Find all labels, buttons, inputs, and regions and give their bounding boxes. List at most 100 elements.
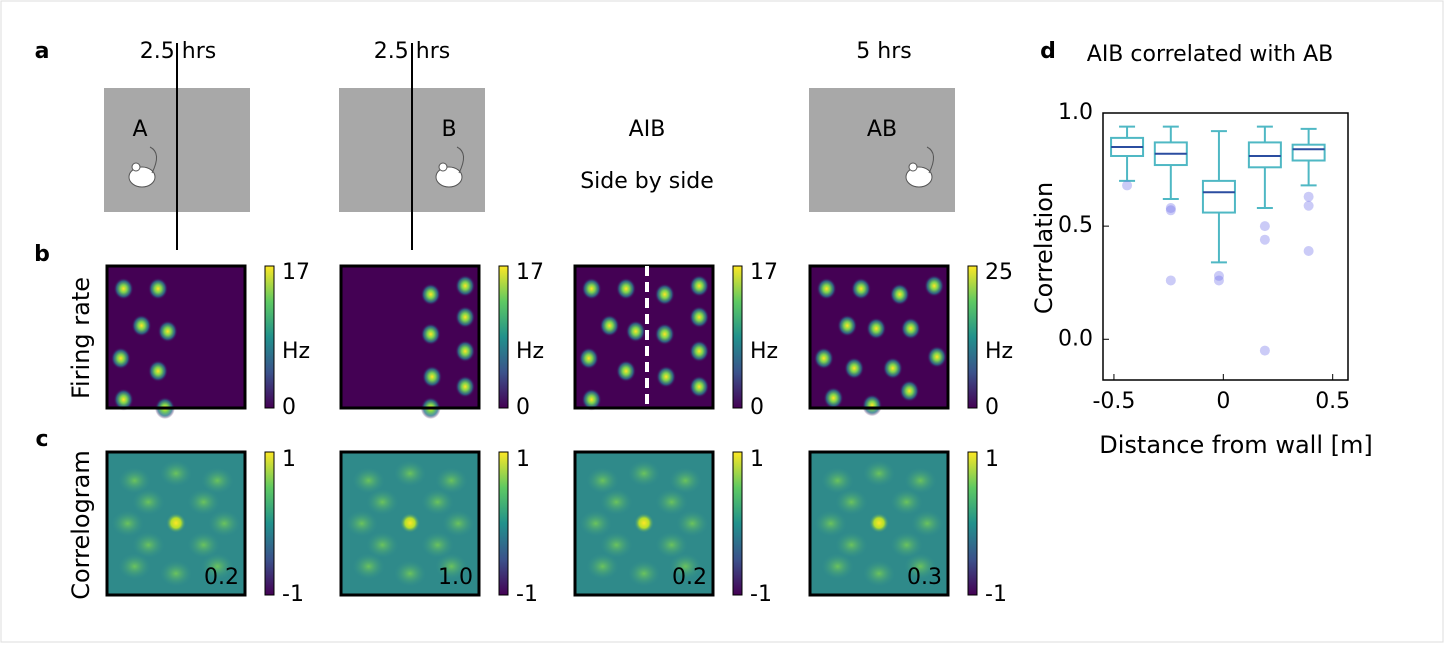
rate-field bbox=[656, 366, 676, 388]
rate-field bbox=[132, 315, 152, 337]
arena-label: AB bbox=[867, 117, 897, 142]
colorbar-unit: Hz bbox=[516, 339, 544, 364]
colorbar bbox=[265, 452, 274, 595]
correlogram-peak bbox=[132, 489, 164, 515]
grid-score: 0.2 bbox=[204, 565, 239, 590]
rate-field bbox=[616, 360, 636, 382]
y-tick-label: 0.5 bbox=[1058, 213, 1093, 238]
correlogram-center bbox=[869, 513, 889, 533]
correlogram-peak bbox=[353, 553, 385, 579]
correlogram-peak bbox=[366, 489, 398, 515]
rate-field bbox=[862, 394, 882, 416]
correlogram-peak bbox=[422, 489, 454, 515]
colorbar-unit: Hz bbox=[985, 339, 1013, 364]
arena-note: Side by side bbox=[580, 169, 714, 194]
rate-field bbox=[837, 315, 857, 337]
colorbar-max: 1 bbox=[516, 447, 530, 472]
correlogram-peak bbox=[656, 489, 688, 515]
correlogram-peak bbox=[160, 561, 192, 587]
y-tick-label: 1.0 bbox=[1058, 100, 1093, 125]
arena-label: AIB bbox=[629, 117, 666, 142]
outlier bbox=[1122, 180, 1132, 190]
arena bbox=[809, 88, 955, 212]
colorbar-max: 17 bbox=[750, 260, 778, 285]
x-tick-label: 0.5 bbox=[1315, 389, 1350, 414]
rate-field bbox=[158, 320, 178, 342]
correlogram-peak bbox=[863, 561, 895, 587]
rate-field bbox=[655, 283, 675, 305]
rate-field bbox=[901, 317, 921, 339]
correlogram-peak bbox=[835, 489, 867, 515]
outlier bbox=[1260, 235, 1270, 245]
grid-score: 0.3 bbox=[907, 565, 942, 590]
rate-field bbox=[817, 278, 837, 300]
correlogram-peak bbox=[394, 460, 426, 486]
rate-field bbox=[455, 376, 475, 398]
correlogram-peak bbox=[442, 511, 474, 537]
mouse-ear bbox=[439, 163, 447, 171]
colorbar-min: -1 bbox=[516, 582, 538, 607]
correlogram-peak bbox=[188, 489, 220, 515]
chart-title: AIB correlated with AB bbox=[1087, 42, 1333, 67]
y-axis-label: Correlation bbox=[1030, 182, 1058, 314]
x-tick-label: 0 bbox=[1216, 389, 1230, 414]
correlogram-peak bbox=[600, 489, 632, 515]
correlogram-peak bbox=[394, 561, 426, 587]
box bbox=[1249, 142, 1281, 167]
correlogram-peak bbox=[676, 511, 708, 537]
correlogram-peak bbox=[911, 511, 943, 537]
colorbar-max: 25 bbox=[985, 260, 1013, 285]
outlier bbox=[1304, 246, 1314, 256]
rate-field bbox=[114, 278, 134, 300]
rate-field bbox=[689, 376, 709, 398]
colorbar bbox=[968, 452, 977, 595]
correlogram-peak bbox=[863, 460, 895, 486]
rate-field bbox=[689, 306, 709, 328]
correlogram-peak bbox=[119, 553, 151, 579]
correlogram-peak bbox=[891, 489, 923, 515]
correlogram-peak bbox=[160, 460, 192, 486]
correlogram-center bbox=[634, 513, 654, 533]
correlogram-peak bbox=[822, 553, 854, 579]
y-tick-label: 0.0 bbox=[1058, 326, 1093, 351]
row-label: Firing rate bbox=[67, 277, 95, 399]
outlier bbox=[1214, 275, 1224, 285]
correlogram-peak bbox=[208, 511, 240, 537]
colorbar-min: -1 bbox=[985, 582, 1007, 607]
colorbar-min: -1 bbox=[750, 582, 772, 607]
colorbar-min: 0 bbox=[750, 395, 764, 420]
rate-field bbox=[927, 346, 947, 368]
correlogram-peak bbox=[815, 511, 847, 537]
outlier bbox=[1166, 205, 1176, 215]
rate-field bbox=[616, 278, 636, 300]
arena-label: A bbox=[132, 117, 147, 142]
rate-field bbox=[582, 278, 602, 300]
correlogram-peak bbox=[628, 561, 660, 587]
colorbar-min: 0 bbox=[985, 395, 999, 420]
colorbar-min: -1 bbox=[282, 582, 304, 607]
colorbar bbox=[265, 266, 274, 408]
correlogram-peak bbox=[346, 511, 378, 537]
rate-field bbox=[422, 366, 442, 388]
arena-label: B bbox=[441, 117, 456, 142]
rate-field bbox=[866, 317, 886, 339]
colorbar-max: 1 bbox=[985, 447, 999, 472]
colorbar-max: 1 bbox=[282, 447, 296, 472]
mouse-ear bbox=[909, 163, 917, 171]
colorbar bbox=[499, 452, 508, 595]
rate-field bbox=[655, 323, 675, 345]
correlogram-peak bbox=[580, 511, 612, 537]
row-label: Correlogram bbox=[67, 450, 95, 600]
rate-field bbox=[899, 380, 919, 402]
outlier bbox=[1260, 221, 1270, 231]
colorbar-unit: Hz bbox=[282, 339, 310, 364]
rate-field bbox=[455, 340, 475, 362]
correlogram-center bbox=[166, 513, 186, 533]
outlier bbox=[1166, 275, 1176, 285]
colorbar-min: 0 bbox=[516, 395, 530, 420]
outlier bbox=[1260, 346, 1270, 356]
rate-field bbox=[455, 306, 475, 328]
box bbox=[1293, 145, 1325, 161]
figure: abcdFiring rateCorrelogram2.5 hrsA17Hz00… bbox=[0, 0, 1444, 643]
rate-field bbox=[883, 357, 903, 379]
